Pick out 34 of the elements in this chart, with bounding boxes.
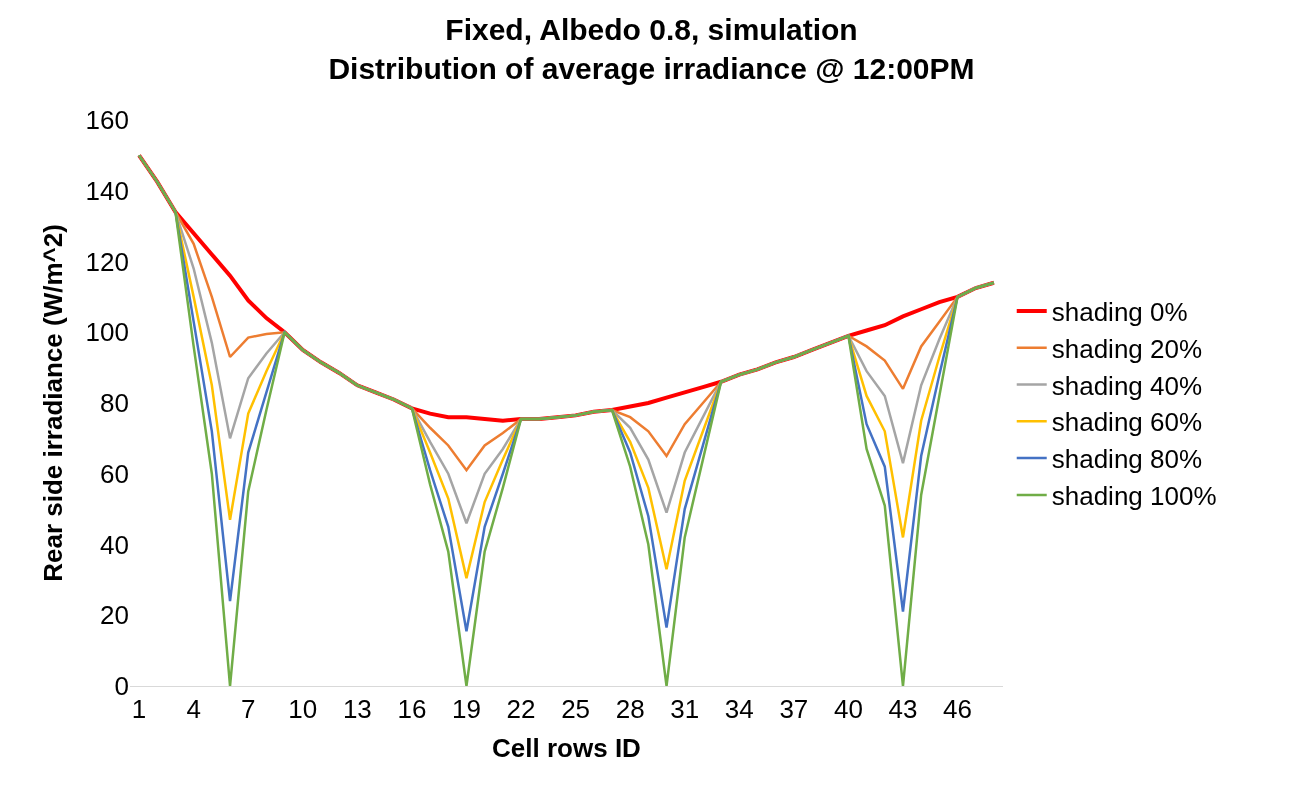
x-tick-label: 28 — [615, 694, 645, 725]
x-tick-label: 1 — [131, 694, 147, 725]
y-tick-label: 0 — [114, 671, 129, 702]
y-tick-label: 100 — [85, 317, 129, 348]
x-tick-label: 40 — [833, 694, 863, 725]
y-tick-label: 60 — [100, 458, 129, 489]
legend-label: shading 60% — [1051, 407, 1203, 438]
y-tick-label: 160 — [85, 105, 129, 136]
y-axis-title: Rear side irradiance (W/m^2) — [38, 224, 69, 582]
x-tick-label: 34 — [724, 694, 754, 725]
y-tick-label: 80 — [100, 388, 129, 419]
x-tick-label: 25 — [561, 694, 591, 725]
x-tick-label: 19 — [452, 694, 481, 725]
x-tick-label: 31 — [670, 694, 700, 725]
x-axis-title: Cell rows ID — [492, 732, 641, 763]
x-tick-label: 7 — [240, 694, 256, 725]
legend-label: shading 20% — [1051, 333, 1203, 364]
y-tick-label: 20 — [100, 600, 129, 631]
x-tick-label: 4 — [186, 694, 201, 725]
legend-label: shading 0% — [1051, 297, 1188, 328]
chart-title: Fixed, Albedo 0.8, simulation Distribution of average irradiance @ 12:00PM — [328, 12, 975, 85]
y-tick-label: 120 — [85, 246, 129, 277]
x-tick-label: 37 — [779, 694, 809, 725]
legend-label: shading 80% — [1051, 444, 1203, 475]
x-tick-label: 46 — [943, 694, 972, 725]
x-tick-label: 10 — [288, 694, 318, 725]
y-tick-label: 140 — [85, 175, 129, 206]
x-tick-label: 22 — [506, 694, 536, 725]
legend-label: shading 40% — [1051, 370, 1203, 401]
x-tick-label: 43 — [888, 694, 918, 725]
x-tick-label: 13 — [342, 694, 372, 725]
legend-label: shading 100% — [1051, 481, 1217, 512]
y-tick-label: 40 — [100, 529, 129, 560]
x-tick-label: 16 — [397, 694, 427, 725]
